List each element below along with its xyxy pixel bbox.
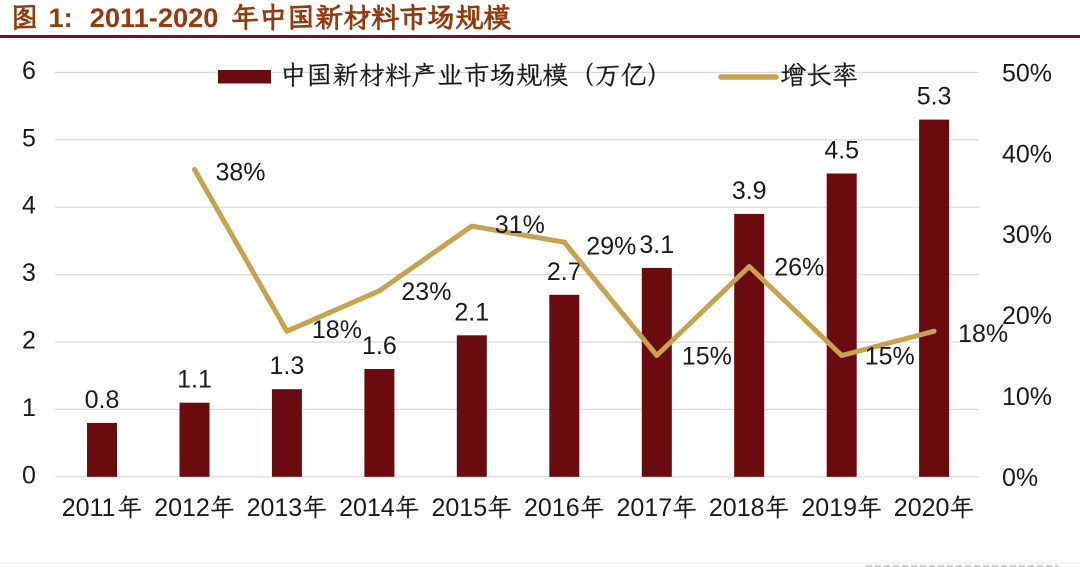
svg-text:2011: 2011 [62,494,116,522]
svg-text:26%: 26% [774,254,824,282]
svg-text:31%: 31% [495,211,545,239]
svg-text:2013: 2013 [247,494,303,522]
svg-text:2014: 2014 [339,494,395,522]
svg-text:4: 4 [22,192,36,220]
svg-text:2020: 2020 [894,494,950,522]
svg-text:2017: 2017 [617,494,673,522]
svg-text:2018: 2018 [709,494,765,522]
svg-text:40%: 40% [1002,140,1052,168]
svg-text:18%: 18% [312,316,362,344]
svg-text:10%: 10% [1002,383,1052,411]
svg-text:0.8: 0.8 [85,386,120,414]
svg-text:2019: 2019 [801,494,857,522]
svg-text:0: 0 [22,461,36,489]
svg-text:0%: 0% [1002,464,1038,492]
svg-text:5.3: 5.3 [917,83,952,111]
svg-text:20%: 20% [1002,302,1052,330]
svg-text:15%: 15% [865,343,915,371]
svg-text:5: 5 [22,124,36,152]
svg-text:1.6: 1.6 [362,332,397,360]
svg-text:18%: 18% [958,320,1008,348]
svg-text:3.1: 3.1 [639,231,674,259]
svg-text:3.9: 3.9 [732,177,767,205]
svg-text:6: 6 [22,57,36,85]
svg-text:50%: 50% [1002,59,1052,87]
svg-text:15%: 15% [682,343,732,371]
svg-text:1.3: 1.3 [270,352,305,380]
svg-text:2.7: 2.7 [547,258,582,286]
svg-text:1:: 1: [49,2,73,33]
svg-text:30%: 30% [1002,221,1052,249]
svg-text:38%: 38% [216,159,266,187]
svg-text:2.1: 2.1 [454,298,489,326]
svg-text:4.5: 4.5 [824,137,859,165]
svg-text:2: 2 [22,327,36,355]
svg-text:2015: 2015 [432,494,488,522]
svg-text:1.1: 1.1 [177,366,212,394]
svg-text:1: 1 [22,394,36,422]
svg-text:2012: 2012 [154,494,210,522]
svg-text:29%: 29% [586,233,636,261]
svg-text:3: 3 [22,259,36,287]
svg-text:2011-2020: 2011-2020 [90,2,219,33]
svg-text:23%: 23% [401,278,451,306]
svg-text:2016: 2016 [524,494,580,522]
